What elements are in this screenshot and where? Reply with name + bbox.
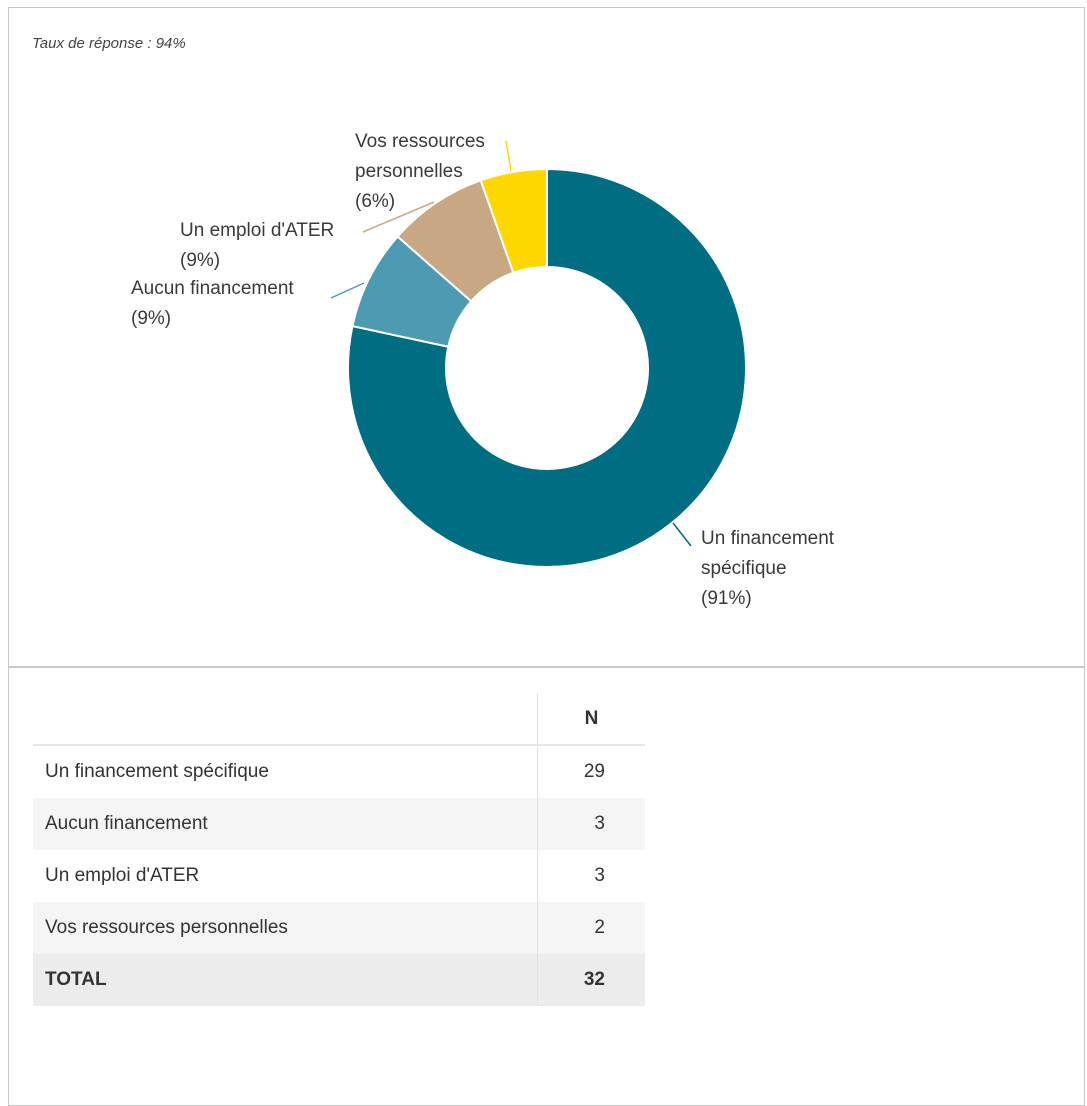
donut-chart: Un financement spécifique (91%) Aucun finan… [131, 131, 835, 609]
slice-label: Vos ressources personnelles (6%) [355, 131, 485, 212]
total-row: TOTAL 32 [33, 954, 645, 1006]
table-header-row: N [33, 693, 645, 746]
table-row: Un emploi d'ATER 3 [33, 850, 645, 902]
counts-table: N Un financement spécifique 29 Aucun fin… [33, 693, 645, 1006]
row-count: 3 [537, 850, 645, 902]
table-row: Vos ressources personnelles 2 [33, 902, 645, 954]
total-label: TOTAL [33, 954, 538, 1006]
slice-label: Un emploi d'ATER (9%) [180, 220, 334, 271]
table-row: Aucun financement 3 [33, 798, 645, 850]
response-rate-subtitle: Taux de réponse : 94% [32, 35, 186, 52]
leader-line [672, 522, 692, 547]
row-label: Aucun financement [33, 798, 538, 850]
row-count: 29 [537, 745, 645, 798]
header-n-cell: N [537, 693, 645, 746]
row-count: 3 [537, 798, 645, 850]
header-label-cell [33, 693, 538, 746]
donut-slice [347, 167, 747, 568]
row-label: Un emploi d'ATER [45, 865, 200, 886]
leader-line [362, 201, 435, 233]
chart-panel: Taux de réponse : 94% Un financement spéc… [8, 7, 1085, 669]
row-label: Un financement spécifique [45, 761, 269, 782]
donut-slice [479, 167, 548, 275]
slice-label: Aucun financement (9%) [131, 278, 294, 329]
table-panel: N Un financement spécifique 29 Aucun fin… [8, 668, 1085, 1106]
slice-label: Un financement spécifique (91%) [701, 528, 835, 609]
total-count: 32 [537, 954, 645, 1006]
leader-line [330, 282, 365, 299]
row-count: 2 [537, 902, 645, 954]
row-label: Vos ressources personnelles [33, 902, 538, 954]
leader-line [505, 140, 512, 172]
table-row: Un financement spécifique 29 [33, 745, 645, 798]
